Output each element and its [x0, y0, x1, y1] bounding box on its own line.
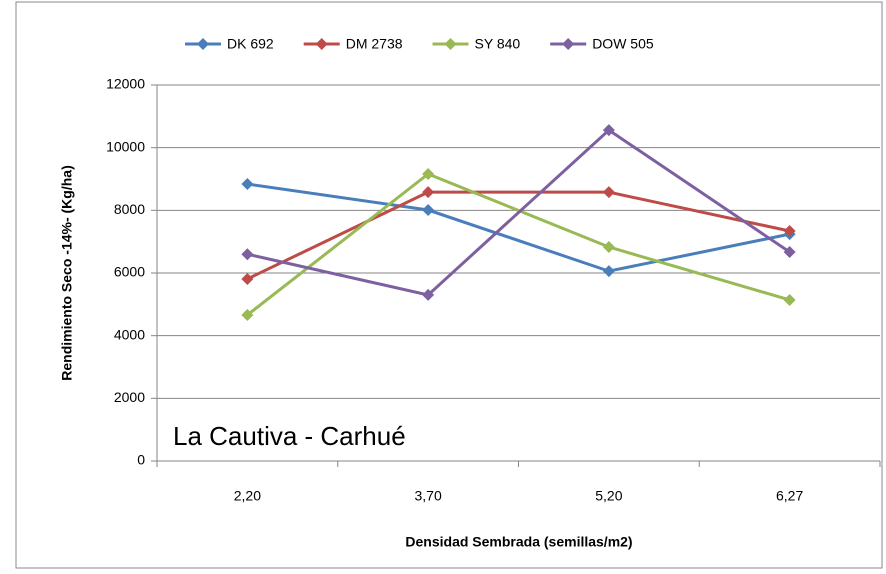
legend-marker [197, 38, 209, 50]
point-marker [241, 272, 254, 285]
y-tick-label: 10000 [106, 138, 145, 154]
x-tick-label: 5,20 [595, 488, 622, 504]
y-tick-label: 12000 [106, 76, 145, 92]
y-tick-label: 8000 [114, 201, 145, 217]
y-tick-label: 4000 [114, 326, 145, 342]
series-line [246, 172, 791, 317]
legend-marker [444, 38, 457, 50]
y-axis-label: Rendimiento Seco -14%- (Kg/ha) [59, 165, 75, 380]
x-axis-label: Densidad Sembrada (semillas/m2) [405, 534, 632, 550]
legend-label: DK 692 [227, 36, 274, 52]
point-marker [783, 225, 796, 238]
legend-label: DOW 505 [592, 36, 654, 52]
point-marker [422, 186, 435, 199]
legend-marker [562, 38, 575, 50]
series-line [247, 128, 791, 297]
y-tick-label: 2000 [114, 389, 145, 405]
x-tick-label: 2,20 [234, 488, 261, 504]
point-marker [602, 240, 615, 253]
y-tick-label: 6000 [114, 264, 145, 280]
y-tick-label: 0 [137, 452, 145, 468]
point-marker [422, 288, 435, 301]
legend-label: DM 2738 [346, 36, 403, 52]
x-tick-label: 3,70 [415, 488, 442, 504]
point-marker [241, 248, 254, 261]
point-marker [422, 167, 435, 180]
point-marker [422, 204, 435, 217]
legend-label: SY 840 [475, 36, 521, 52]
legend-marker [315, 38, 328, 50]
point-marker [602, 124, 615, 137]
chart-border [15, 1, 883, 569]
point-marker [241, 308, 254, 321]
series-line [246, 190, 790, 281]
point-marker [241, 178, 254, 191]
point-marker [783, 293, 796, 306]
point-marker [602, 186, 615, 199]
point-marker [602, 265, 615, 278]
x-tick-label: 6,27 [776, 488, 803, 504]
series-line [247, 182, 790, 273]
point-marker [783, 246, 796, 259]
annotation: La Cautiva - Carhué [173, 421, 406, 451]
